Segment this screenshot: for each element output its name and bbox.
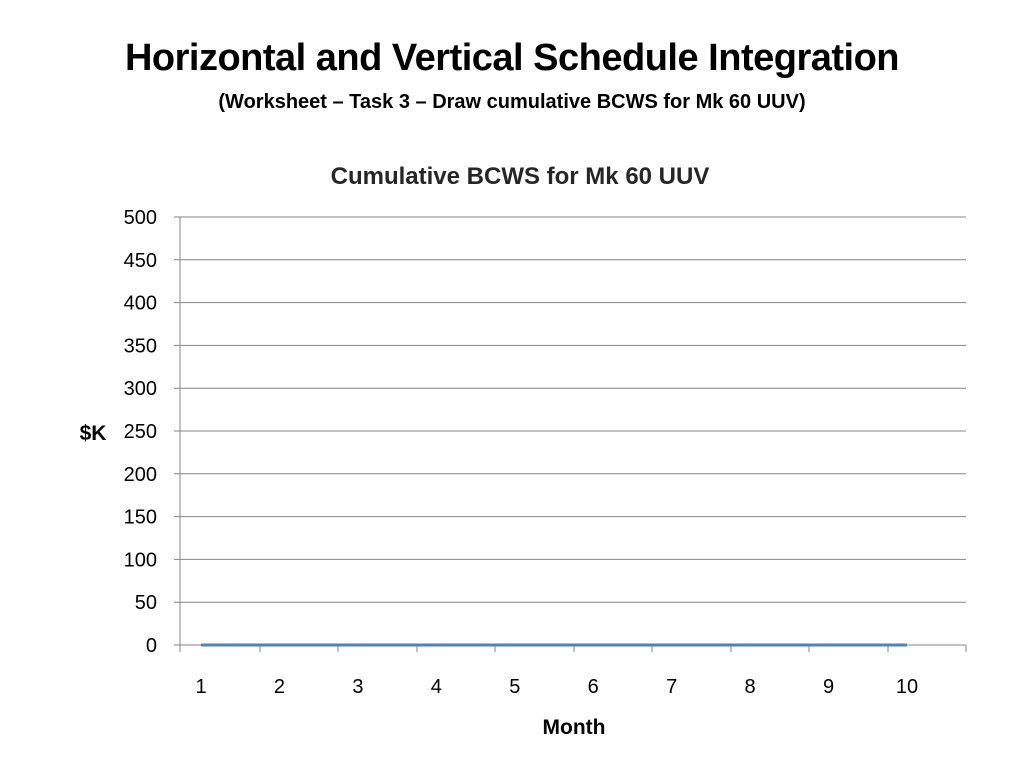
axes — [174, 217, 967, 652]
x-tick-label: 8 — [745, 676, 756, 698]
x-tick-label: 7 — [666, 676, 677, 698]
y-axis-label: $K — [80, 422, 107, 445]
y-tick-label: 100 — [124, 549, 157, 571]
x-axis-label: Month — [543, 716, 606, 739]
y-axis-ticks: 0 50 100 150 200 250 300 350 400 450 500 — [124, 207, 157, 657]
y-tick-label: 300 — [124, 378, 157, 400]
y-tick-label: 500 — [124, 207, 157, 229]
y-tick-label: 200 — [124, 464, 157, 486]
x-tick-label: 4 — [431, 676, 442, 698]
y-tick-label: 50 — [135, 592, 157, 614]
y-tick-label: 450 — [124, 250, 157, 272]
y-tick-label: 250 — [124, 421, 157, 443]
gridlines — [174, 216, 966, 603]
slide-title: Horizontal and Vertical Schedule Integra… — [124, 37, 900, 79]
x-tick-label: 10 — [896, 676, 918, 698]
y-tick-label: 400 — [124, 293, 157, 315]
x-tick-label: 2 — [274, 676, 285, 698]
x-tick-label: 6 — [588, 676, 599, 698]
y-tick-label: 350 — [124, 335, 157, 357]
x-tick-label: 3 — [352, 676, 363, 698]
x-axis-ticks: 1 2 3 4 5 6 7 8 9 10 — [195, 676, 918, 698]
x-tick-label: 5 — [509, 676, 520, 698]
y-tick-label: 0 — [146, 635, 157, 657]
y-tick-label: 150 — [124, 507, 157, 529]
chart-title: Cumulative BCWS for Mk 60 UUV — [331, 163, 710, 190]
slide-subtitle: (Worksheet – Task 3 – Draw cumulative BC… — [218, 91, 806, 113]
x-tick-label: 9 — [823, 676, 834, 698]
x-tick-label: 1 — [195, 676, 206, 698]
